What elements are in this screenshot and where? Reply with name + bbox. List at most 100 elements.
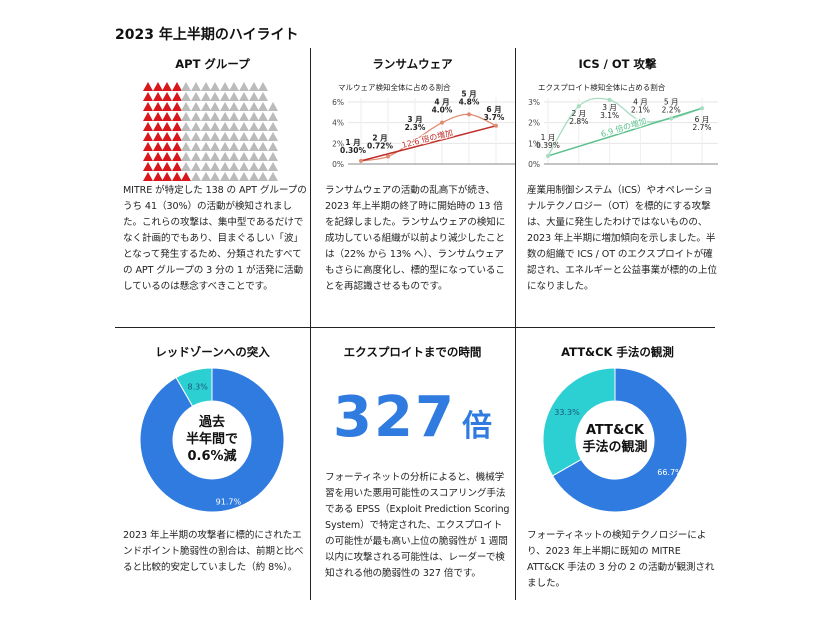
- data-point: [494, 123, 498, 128]
- inactive-apt-icon: [191, 152, 201, 161]
- active-apt-icon: [162, 162, 173, 171]
- month-label: 4 月: [434, 98, 449, 107]
- ransomware-heading: ランサムウェア: [372, 57, 453, 71]
- inactive-apt-icon: [210, 132, 221, 141]
- donut-slice: [551, 367, 688, 513]
- active-apt-icon: [143, 142, 153, 151]
- data-point: [440, 120, 444, 125]
- donut-slice: [139, 367, 285, 513]
- inactive-apt-icon: [200, 122, 211, 131]
- y-tick-label: 2%: [528, 119, 540, 128]
- inactive-apt-icon: [258, 82, 269, 91]
- inactive-apt-icon: [200, 162, 211, 171]
- active-apt-icon: [171, 92, 182, 101]
- active-apt-icon: [143, 122, 153, 131]
- redzone-heading: レッドゾーンへの突入: [155, 345, 270, 359]
- apt-group-grid: [143, 82, 283, 182]
- inactive-apt-icon: [229, 82, 240, 91]
- active-apt-icon: [171, 82, 182, 91]
- chart-title: エクスプロイト検知全体に占める割合: [538, 82, 666, 92]
- inactive-apt-icon: [248, 112, 259, 121]
- inactive-apt-icon: [219, 172, 230, 181]
- active-apt-icon: [143, 152, 153, 161]
- inactive-apt-icon: [258, 122, 269, 131]
- value-label: 2.2%: [662, 106, 681, 115]
- month-label: 5 月: [664, 98, 679, 107]
- ics-description: 産業用制御システム（ICS）やオペレーショナルテクノロジー（OT）を標的にする攻…: [527, 185, 717, 292]
- trend-line: [547, 107, 703, 157]
- active-apt-icon: [152, 132, 163, 141]
- center-line: 0.6%減: [187, 449, 237, 464]
- month-label: 6 月: [486, 105, 501, 114]
- value-label: 2.7%: [692, 123, 711, 132]
- attck-description: フォーティネットの検知テクノロジーにより、2023 年上半期に既知の MITRE…: [527, 530, 715, 589]
- y-tick-label: 0%: [332, 160, 344, 169]
- inactive-apt-icon: [258, 162, 269, 171]
- inactive-apt-icon: [191, 142, 201, 151]
- inactive-apt-icon: [248, 172, 259, 181]
- inactive-apt-icon: [248, 82, 259, 91]
- exploit-time-panel: エクスプロイトまでの時間 327 倍 フォーティネットの分析によると、機械学習を用…: [310, 0, 515, 600]
- center-line: 半年間で: [185, 432, 238, 447]
- data-point: [413, 138, 417, 143]
- series-line: [547, 97, 703, 157]
- data-point: [546, 153, 550, 158]
- data-point: [576, 104, 581, 109]
- inactive-apt-icon: [267, 172, 278, 181]
- slice-label: 8.3%: [188, 382, 209, 391]
- inactive-apt-icon: [229, 172, 240, 181]
- value-label: 3.7%: [484, 113, 505, 122]
- active-apt-icon: [171, 142, 182, 151]
- inactive-apt-icon: [191, 82, 201, 91]
- active-apt-icon: [152, 172, 163, 181]
- inactive-apt-icon: [191, 92, 201, 101]
- active-apt-icon: [162, 152, 173, 161]
- data-point: [638, 118, 643, 123]
- inactive-apt-icon: [200, 142, 211, 151]
- inactive-apt-icon: [239, 142, 249, 151]
- inactive-apt-icon: [248, 152, 259, 161]
- month-label: 4 月: [633, 98, 648, 107]
- inactive-apt-icon: [248, 122, 259, 131]
- inactive-apt-icon: [267, 162, 278, 171]
- attck-heading: ATT&CK 手法の観測: [561, 345, 674, 359]
- active-apt-icon: [152, 142, 163, 151]
- month-label: 5 月: [461, 89, 476, 98]
- page-title: 2023 年上半期のハイライト: [115, 27, 299, 43]
- inactive-apt-icon: [239, 112, 249, 121]
- active-apt-icon: [162, 112, 173, 121]
- inactive-apt-icon: [210, 92, 221, 101]
- inactive-apt-icon: [181, 112, 192, 121]
- inactive-apt-icon: [219, 152, 230, 161]
- active-apt-icon: [143, 112, 153, 121]
- inactive-apt-icon: [248, 162, 259, 171]
- inactive-apt-icon: [219, 122, 230, 131]
- inactive-apt-icon: [200, 172, 211, 181]
- trend-line: [360, 125, 497, 162]
- center-line: 手法の観測: [582, 440, 648, 455]
- active-apt-icon: [171, 132, 182, 141]
- inactive-apt-icon: [219, 142, 230, 151]
- inactive-apt-icon: [229, 162, 240, 171]
- inactive-apt-icon: [219, 102, 230, 111]
- inactive-apt-icon: [200, 102, 211, 111]
- active-apt-icon: [143, 82, 153, 91]
- inactive-apt-icon: [229, 112, 240, 121]
- active-apt-icon: [143, 132, 153, 141]
- inactive-apt-icon: [239, 122, 249, 131]
- inactive-apt-icon: [267, 102, 278, 111]
- ransomware-description: ランサムウェアの活動の乱高下が続き、2023 年上半期の終了時に開始時の 13 …: [325, 185, 506, 292]
- y-tick-label: 4%: [332, 119, 344, 128]
- inactive-apt-icon: [200, 112, 211, 121]
- inactive-apt-icon: [219, 112, 230, 121]
- inactive-apt-icon: [219, 92, 230, 101]
- data-point: [359, 158, 363, 163]
- active-apt-icon: [152, 92, 163, 101]
- inactive-apt-icon: [267, 152, 278, 161]
- active-apt-icon: [162, 82, 173, 91]
- inactive-apt-icon: [200, 92, 211, 101]
- active-apt-icon: [152, 82, 163, 91]
- active-apt-icon: [181, 172, 192, 181]
- active-apt-icon: [152, 122, 163, 131]
- inactive-apt-icon: [258, 102, 269, 111]
